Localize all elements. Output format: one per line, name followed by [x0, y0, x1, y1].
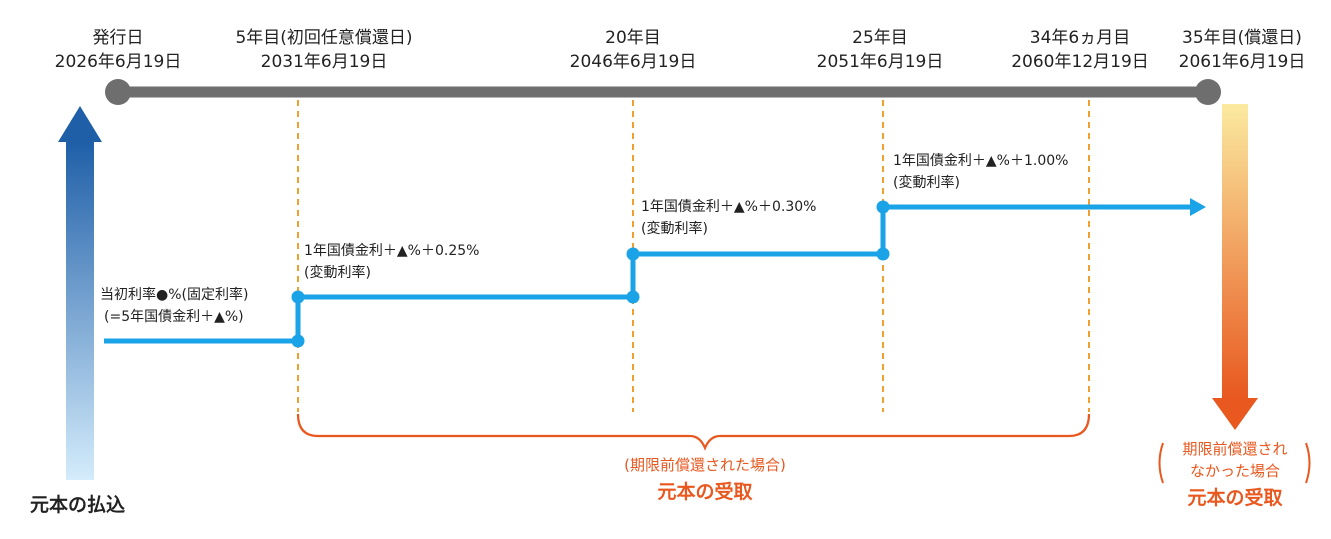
rate-label-line1: 1年国債金利＋▲%＋0.30% [641, 199, 817, 215]
timeline-point-year5: 5年目(初回任意償還日) 2031年6月19日 [235, 26, 412, 74]
rate-node [626, 247, 640, 261]
rate-label-line1: 1年国債金利＋▲%＋0.25% [304, 243, 480, 259]
timeline-point-year34-5: 34年6ヵ月目 2060年12月19日 [1011, 26, 1149, 74]
maturity-redemption-condition: 期限前償還され なかった場合 [1182, 438, 1287, 482]
maturity-redemption-label: 元本の受取 [1187, 487, 1283, 509]
rate-step-line [104, 204, 1190, 344]
principal-payment-label: 元本の払込 [30, 494, 126, 516]
timeline-point-year25: 25年目 2051年6月19日 [817, 26, 944, 74]
early-redemption-condition: (期限前償還された場合) [624, 456, 786, 474]
timeline-point-date: 2026年6月19日 [54, 52, 182, 72]
rate-label-line2: (=5年国債金利＋▲%) [104, 309, 244, 325]
timeline-point-date: 2051年6月19日 [816, 52, 944, 72]
timeline-point-label: 34年6ヵ月目 [1029, 28, 1131, 48]
rate-label-floating-2: 1年国債金利＋▲%＋0.30% (変動利率) [641, 196, 816, 240]
timeline-point-label: 35年目(償還日) [1182, 28, 1302, 48]
rate-label-line2: (変動利率) [304, 265, 371, 281]
timeline-point-date: 2060年12月19日 [1011, 52, 1149, 72]
timeline-point-date: 2031年6月19日 [260, 52, 388, 72]
maturity-condition-line2: なかった場合 [1189, 462, 1281, 480]
maturity-redemption-arrowhead [1212, 398, 1258, 430]
timeline-point-maturity: 35年目(償還日) 2061年6月19日 [1179, 26, 1306, 74]
rate-node [291, 290, 305, 304]
timeline-point-year20: 20年目 2046年6月19日 [570, 26, 697, 74]
timeline-point-label: 発行日 [92, 28, 144, 48]
rate-line-arrowhead [1190, 198, 1206, 216]
rate-node [876, 200, 890, 214]
rate-label-floating-3: 1年国債金利＋▲%＋1.00% (変動利率) [893, 150, 1068, 194]
rate-label-fixed: 当初利率●%(固定利率) (=5年国債金利＋▲%) [100, 284, 248, 328]
maturity-condition-line1: 期限前償還され [1182, 440, 1288, 458]
rate-label-line1: 当初利率●%(固定利率) [100, 287, 249, 303]
maturity-redemption-arrow [1222, 104, 1248, 398]
rate-node [876, 247, 890, 261]
rate-node [626, 290, 640, 304]
rate-label-line2: (変動利率) [893, 175, 960, 191]
rate-label-floating-1: 1年国債金利＋▲%＋0.25% (変動利率) [304, 240, 479, 284]
principal-payment-arrowhead [58, 106, 102, 142]
timeline-point-issue: 発行日 2026年6月19日 [55, 26, 182, 74]
timeline-point-date: 2046年6月19日 [569, 52, 697, 72]
early-redemption-label: 元本の受取 [657, 481, 753, 503]
timeline-point-date: 2061年6月19日 [1178, 52, 1306, 72]
timeline-start-node [105, 79, 131, 105]
timeline-point-label: 25年目 [852, 28, 908, 48]
timeline-point-label: 5年目(初回任意償還日) [235, 28, 413, 48]
condition-paren-left [1158, 442, 1164, 484]
condition-paren-right [1305, 442, 1311, 484]
rate-node [291, 334, 305, 348]
early-redemption-brace [296, 413, 1091, 451]
rate-label-line1: 1年国債金利＋▲%＋1.00% [893, 153, 1069, 169]
timeline-end-node [1195, 79, 1221, 105]
timeline-point-label: 20年目 [605, 28, 661, 48]
principal-payment-arrow [66, 142, 94, 480]
rate-label-line2: (変動利率) [641, 221, 708, 237]
